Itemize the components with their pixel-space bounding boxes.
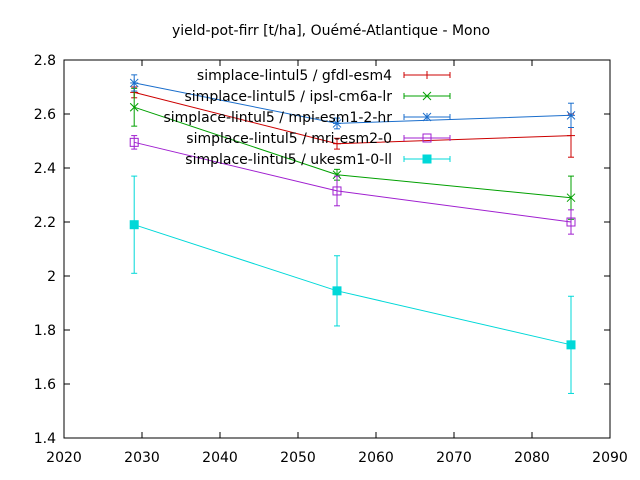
legend-marker: [422, 112, 432, 122]
chart-title: yield-pot-firr [t/ha], Ouémé-Atlantique …: [172, 23, 490, 39]
axis-ticks: 1.4 1.6 1.8 2 2.2 2.4 2.6 2.8 2020 2030 2040 2050 20…: [34, 53, 628, 466]
error-bar: [568, 209, 574, 235]
y-tick-label: 1.8: [34, 323, 56, 339]
data-point: [333, 139, 341, 148]
plot-frame: [63, 59, 611, 439]
x-tick-label: 2080: [514, 450, 550, 466]
y-tick-label: 1.6: [34, 377, 56, 393]
legend-marker: [422, 154, 432, 164]
y-tick-label: 2.8: [34, 53, 56, 69]
legend-label: simplace-lintul5 / ipsl-cm6a-lr: [185, 89, 393, 105]
y-tick-label: 2: [47, 269, 56, 285]
legend-entry: simplace-lintul5 / gfdl-esm4: [197, 68, 451, 84]
x-tick-label: 2090: [592, 450, 628, 466]
legend-entry: simplace-lintul5 / mpi-esm1-2-hr: [163, 110, 451, 126]
data-point: [332, 286, 342, 296]
y-tick-label: 2.6: [34, 107, 56, 123]
x-tick-label: 2050: [280, 450, 316, 466]
legend-label: simplace-lintul5 / mri-esm2-0: [186, 131, 392, 147]
legend-label: simplace-lintul5 / gfdl-esm4: [197, 68, 392, 84]
legend: simplace-lintul5 / gfdl-esm4 simplace-lin…: [163, 68, 451, 168]
data-point: [129, 102, 139, 112]
x-tick-label: 2070: [436, 450, 472, 466]
x-tick-label: 2020: [46, 450, 82, 466]
y-tick-label: 1.4: [34, 431, 56, 447]
data-point: [332, 119, 342, 128]
legend-marker: [423, 71, 431, 79]
series-layer: [129, 74, 576, 394]
data-point: [129, 220, 139, 230]
data-point: [567, 131, 575, 140]
series-line: [134, 224, 572, 346]
legend-entry: simplace-lintul5 / ukesm1-0-ll: [185, 152, 451, 168]
data-point: [332, 170, 342, 180]
legend-label: simplace-lintul5 / mpi-esm1-2-hr: [163, 110, 392, 126]
y-tick-label: 2.4: [34, 161, 56, 177]
legend-marker: [422, 91, 432, 101]
x-tick-label: 2060: [358, 450, 394, 466]
data-point: [129, 137, 139, 147]
error-bar: [334, 175, 340, 207]
series-5: [129, 175, 576, 394]
legend-label: simplace-lintul5 / ukesm1-0-ll: [185, 152, 392, 168]
data-point: [566, 193, 576, 203]
legend-entry: simplace-lintul5 / mri-esm2-0: [186, 131, 451, 147]
series-3: [129, 74, 576, 130]
series-4: [129, 135, 576, 235]
data-point: [332, 186, 342, 196]
x-tick-label: 2030: [124, 450, 160, 466]
data-point: [129, 78, 139, 88]
data-point: [566, 110, 576, 120]
legend-marker: [422, 133, 432, 143]
legend-entry: simplace-lintul5 / ipsl-cm6a-lr: [185, 89, 451, 105]
x-tick-label: 2040: [202, 450, 238, 466]
data-point: [566, 217, 576, 227]
data-point: [566, 340, 576, 350]
y-tick-label: 2.2: [34, 215, 56, 231]
